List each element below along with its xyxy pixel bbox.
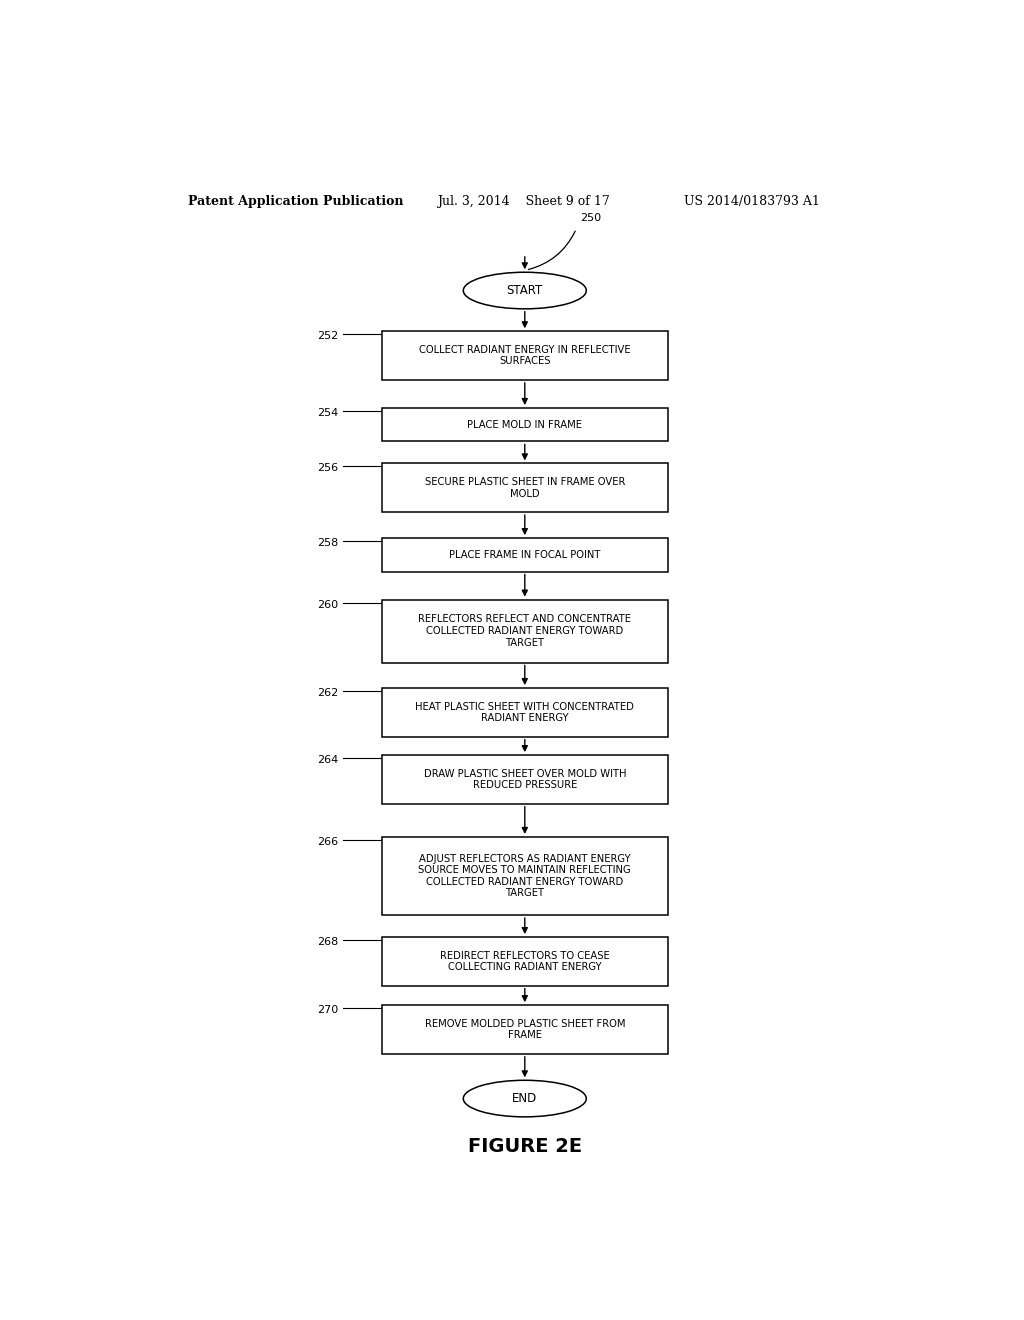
FancyBboxPatch shape — [382, 688, 668, 737]
Text: 252: 252 — [317, 331, 338, 341]
Text: DRAW PLASTIC SHEET OVER MOLD WITH
REDUCED PRESSURE: DRAW PLASTIC SHEET OVER MOLD WITH REDUCE… — [424, 768, 626, 791]
Text: 250: 250 — [581, 214, 601, 223]
Text: 268: 268 — [317, 937, 338, 946]
FancyBboxPatch shape — [382, 408, 668, 441]
Text: 256: 256 — [317, 463, 338, 474]
FancyBboxPatch shape — [382, 463, 668, 512]
Text: PLACE MOLD IN FRAME: PLACE MOLD IN FRAME — [467, 420, 583, 430]
FancyBboxPatch shape — [382, 937, 668, 986]
Text: REDIRECT REFLECTORS TO CEASE
COLLECTING RADIANT ENERGY: REDIRECT REFLECTORS TO CEASE COLLECTING … — [440, 950, 609, 972]
Text: 264: 264 — [317, 755, 338, 766]
Text: 266: 266 — [317, 837, 338, 847]
Text: ADJUST REFLECTORS AS RADIANT ENERGY
SOURCE MOVES TO MAINTAIN REFLECTING
COLLECTE: ADJUST REFLECTORS AS RADIANT ENERGY SOUR… — [419, 854, 631, 899]
FancyBboxPatch shape — [382, 331, 668, 380]
Text: 270: 270 — [317, 1005, 338, 1015]
Text: US 2014/0183793 A1: US 2014/0183793 A1 — [684, 194, 819, 207]
FancyBboxPatch shape — [382, 1005, 668, 1053]
Text: 254: 254 — [317, 408, 338, 418]
Text: 262: 262 — [317, 688, 338, 698]
FancyArrowPatch shape — [528, 231, 575, 269]
Text: Patent Application Publication: Patent Application Publication — [187, 194, 403, 207]
FancyBboxPatch shape — [382, 599, 668, 663]
FancyBboxPatch shape — [382, 539, 668, 572]
Text: 260: 260 — [317, 599, 338, 610]
Text: START: START — [507, 284, 543, 297]
FancyBboxPatch shape — [382, 755, 668, 804]
Text: FIGURE 2E: FIGURE 2E — [468, 1137, 582, 1156]
Ellipse shape — [463, 1080, 587, 1117]
Text: Jul. 3, 2014    Sheet 9 of 17: Jul. 3, 2014 Sheet 9 of 17 — [437, 194, 610, 207]
Text: REMOVE MOLDED PLASTIC SHEET FROM
FRAME: REMOVE MOLDED PLASTIC SHEET FROM FRAME — [425, 1019, 625, 1040]
Text: HEAT PLASTIC SHEET WITH CONCENTRATED
RADIANT ENERGY: HEAT PLASTIC SHEET WITH CONCENTRATED RAD… — [416, 701, 634, 723]
Text: 258: 258 — [317, 539, 338, 548]
Text: PLACE FRAME IN FOCAL POINT: PLACE FRAME IN FOCAL POINT — [450, 550, 600, 560]
Text: COLLECT RADIANT ENERGY IN REFLECTIVE
SURFACES: COLLECT RADIANT ENERGY IN REFLECTIVE SUR… — [419, 345, 631, 367]
Ellipse shape — [463, 272, 587, 309]
Text: END: END — [512, 1092, 538, 1105]
Text: REFLECTORS REFLECT AND CONCENTRATE
COLLECTED RADIANT ENERGY TOWARD
TARGET: REFLECTORS REFLECT AND CONCENTRATE COLLE… — [418, 614, 632, 648]
FancyBboxPatch shape — [382, 837, 668, 915]
Text: SECURE PLASTIC SHEET IN FRAME OVER
MOLD: SECURE PLASTIC SHEET IN FRAME OVER MOLD — [425, 477, 625, 499]
